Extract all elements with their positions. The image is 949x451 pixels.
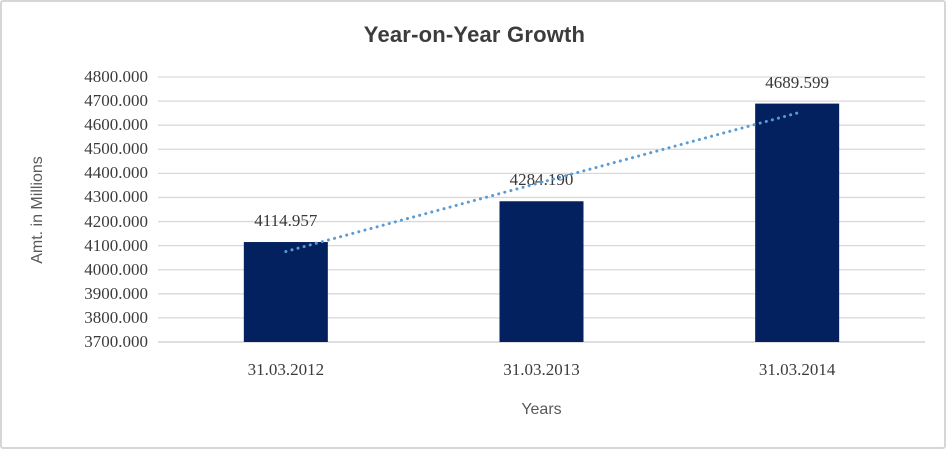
chart-title: Year-on-Year Growth [363,22,586,47]
x-axis-title: Years [521,401,562,418]
y-axis-title: Amt. in Millions [29,156,46,264]
